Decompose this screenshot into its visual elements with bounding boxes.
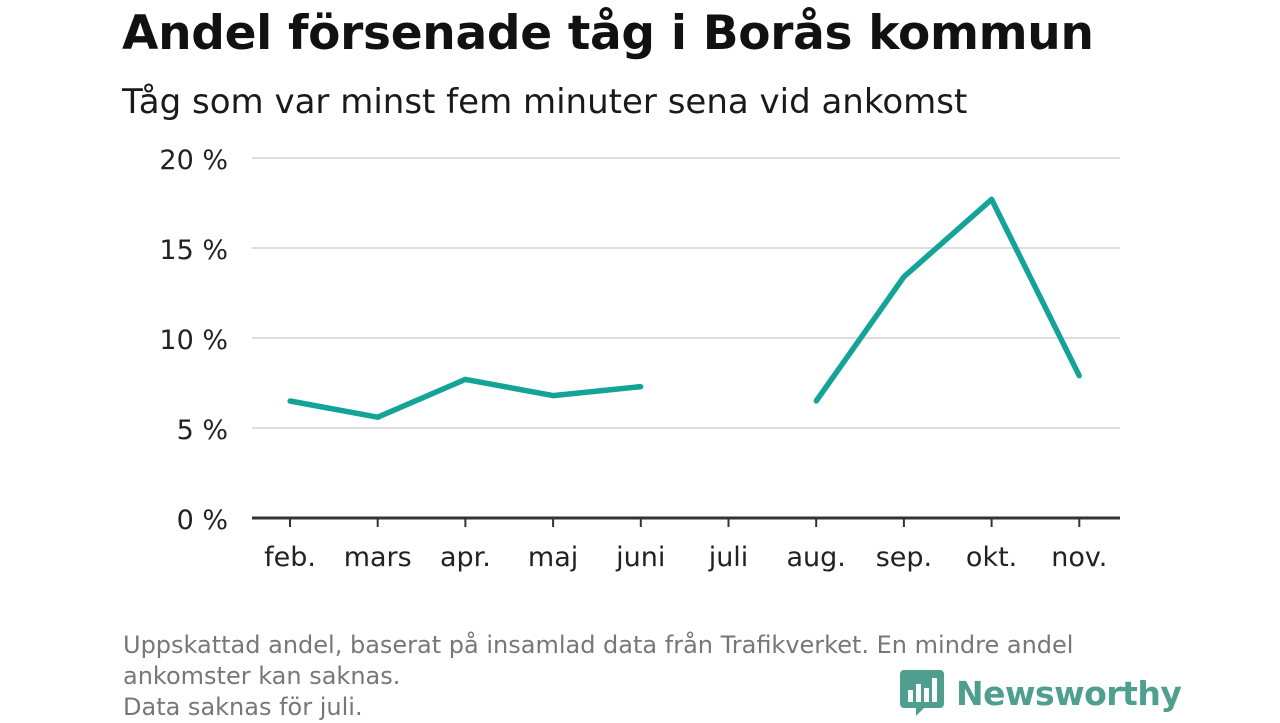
y-tick-label: 0 %	[177, 505, 228, 536]
x-tick-label: maj	[528, 542, 578, 573]
x-tick-label: aug.	[787, 542, 846, 573]
footnote-line-1: Uppskattad andel, baserat på insamlad da…	[123, 631, 1074, 659]
y-tick-label: 5 %	[177, 415, 228, 446]
x-tick-label: nov.	[1051, 542, 1107, 573]
data-point	[989, 196, 995, 202]
line-chart: 0 % 5 % 10 % 15 % 20 % feb. mars apr. maj juni ju…	[159, 145, 1120, 573]
y-tick-label: 15 %	[159, 235, 228, 266]
chart-title: Andel försenade tåg i Borås kommun	[122, 6, 1094, 61]
chart-subtitle: Tåg som var minst fem minuter sena vid a…	[122, 82, 968, 122]
x-axis: feb. mars apr. maj juni juli aug. sep. okt. nov.	[252, 516, 1120, 573]
data-point	[287, 398, 293, 404]
data-point	[1076, 373, 1082, 379]
y-tick-label: 20 %	[159, 145, 228, 176]
data-point	[901, 274, 907, 280]
footnote: Uppskattad andel, baserat på insamlad da…	[123, 630, 1153, 723]
x-tick-label: apr.	[440, 542, 491, 573]
x-tick-label: juni	[615, 542, 665, 573]
brand-logo: Newsworthy	[900, 668, 1182, 718]
data-point	[638, 384, 644, 390]
bar-chart-logo-icon	[900, 670, 944, 716]
data-point	[550, 393, 556, 399]
footnote-line-3: Data saknas för juli.	[123, 693, 363, 721]
x-tick-label: juli	[708, 542, 749, 573]
x-tick-label: mars	[344, 542, 412, 573]
x-tick-label: sep.	[876, 542, 932, 573]
data-point	[375, 414, 381, 420]
series-line-segment	[289, 376, 642, 420]
brand-name: Newsworthy	[956, 673, 1182, 713]
grid-lines	[252, 157, 1120, 429]
series-line-segment	[813, 196, 1082, 403]
x-tick-label: okt.	[966, 542, 1017, 573]
data-point	[462, 376, 468, 382]
data-point	[813, 398, 819, 404]
y-axis-ticks: 0 % 5 % 10 % 15 % 20 %	[159, 145, 228, 536]
x-tick-label: feb.	[264, 542, 316, 573]
footnote-line-2: ankomster kan saknas.	[123, 662, 401, 690]
series-lines	[287, 196, 1082, 420]
y-tick-label: 10 %	[159, 325, 228, 356]
